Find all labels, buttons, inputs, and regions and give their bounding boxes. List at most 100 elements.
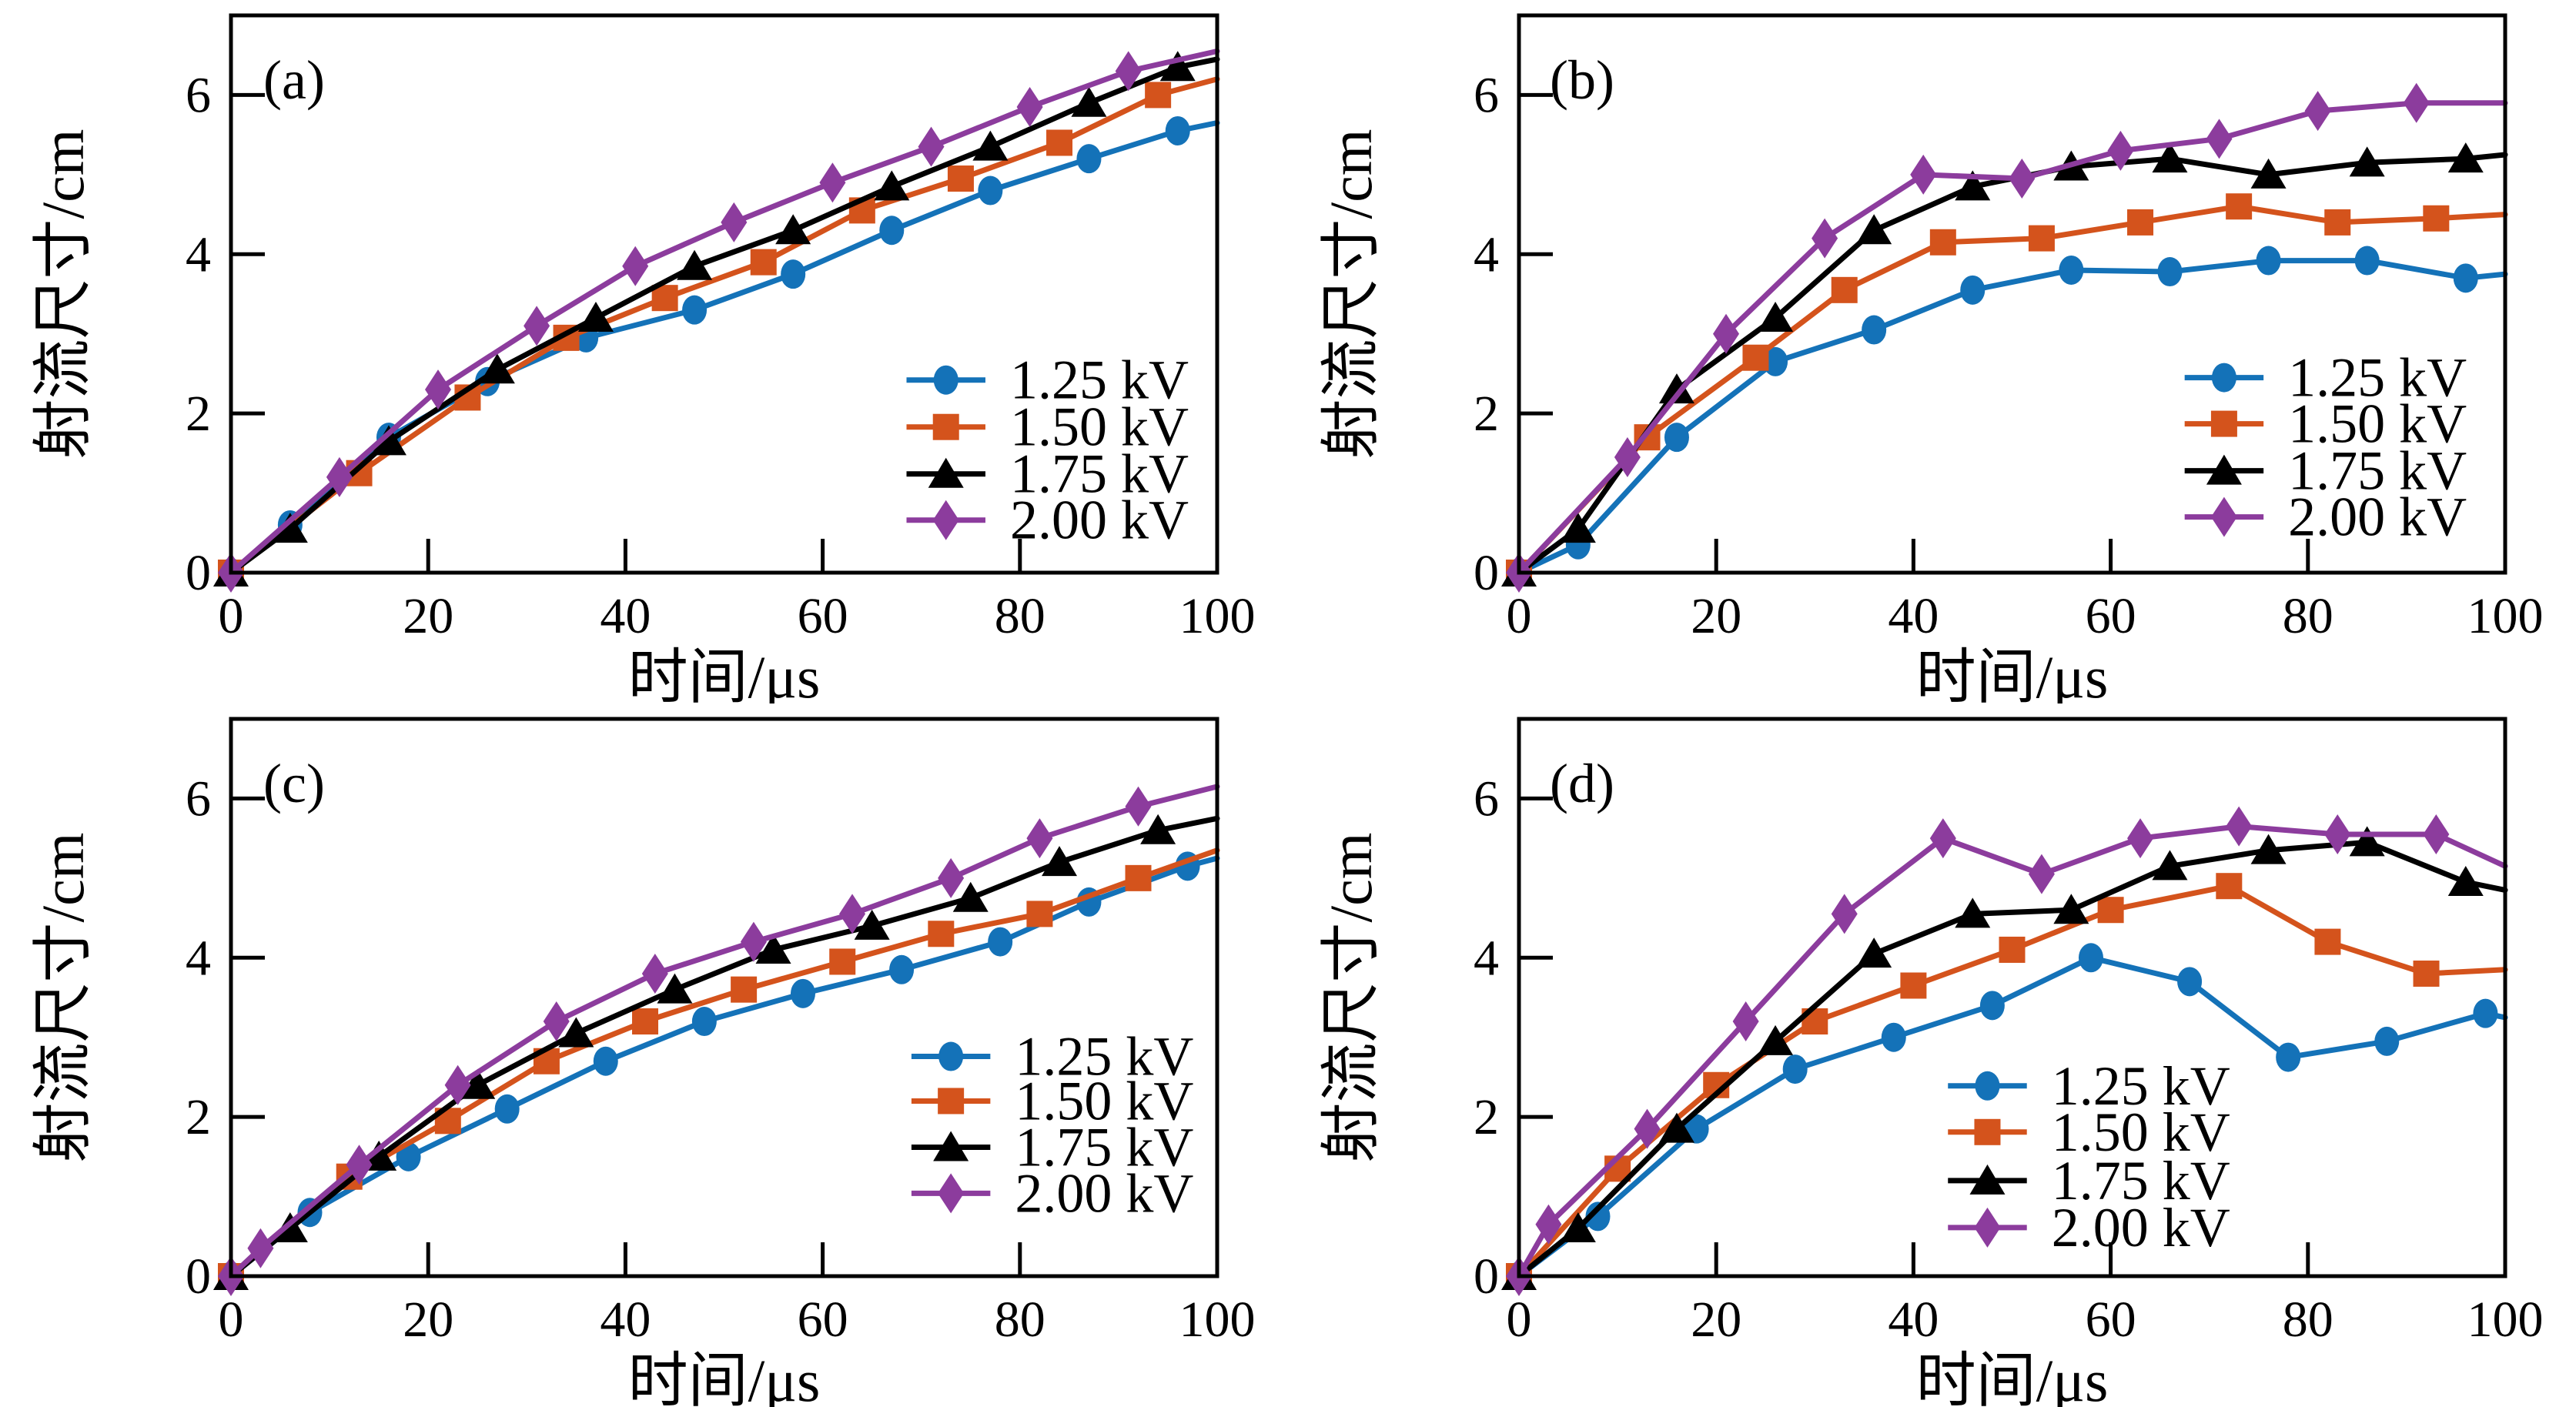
x-tick-label: 60 bbox=[798, 1292, 848, 1348]
diamond-marker bbox=[1115, 51, 1142, 92]
series-2-00-kv bbox=[1506, 82, 2508, 593]
circle-marker bbox=[978, 175, 1003, 206]
y-tick-label: 2 bbox=[1474, 386, 1499, 442]
diamond-marker bbox=[543, 1001, 570, 1042]
triangle-marker bbox=[370, 425, 406, 456]
legend: 1.25 kV1.50 kV1.75 kV2.00 kV bbox=[1948, 1055, 2230, 1258]
x-tick-label: 20 bbox=[1691, 588, 1741, 644]
panel-tag: (d) bbox=[1550, 753, 1614, 814]
y-tick-label: 2 bbox=[1474, 1089, 1499, 1145]
circle-marker bbox=[1585, 1201, 1611, 1232]
triangle-marker bbox=[854, 909, 890, 940]
diamond-marker bbox=[721, 202, 748, 242]
series-1-75-kv bbox=[213, 814, 1220, 1290]
triangle-marker bbox=[2053, 894, 2089, 924]
circle-marker bbox=[2473, 998, 2498, 1028]
y-tick-label: 6 bbox=[1474, 770, 1499, 827]
square-marker bbox=[2423, 205, 2450, 232]
triangle-marker bbox=[933, 1131, 969, 1161]
square-marker bbox=[1046, 129, 1073, 156]
legend-label: 1.25 kV bbox=[1010, 349, 1189, 411]
y-tick-label: 4 bbox=[1474, 930, 1499, 986]
triangle-marker bbox=[1969, 1164, 2006, 1195]
triangle-marker bbox=[2349, 826, 2385, 857]
x-tick-label: 80 bbox=[995, 1292, 1045, 1348]
diamond-marker bbox=[1535, 1204, 1562, 1245]
y-tick-label: 2 bbox=[186, 386, 211, 442]
legend-label: 2.00 kV bbox=[2052, 1197, 2230, 1258]
triangle-marker bbox=[657, 973, 693, 1004]
triangle-marker bbox=[775, 214, 811, 245]
x-tick-label: 40 bbox=[1888, 588, 1939, 644]
square-marker bbox=[829, 948, 856, 975]
triangle-marker bbox=[1159, 51, 1196, 82]
circle-marker bbox=[2453, 263, 2478, 293]
y-tick-label: 2 bbox=[186, 1089, 211, 1145]
triangle-marker bbox=[677, 249, 713, 280]
circle-marker bbox=[1960, 275, 1986, 305]
square-marker bbox=[2028, 225, 2055, 252]
y-axis-title: 射流尺寸/cm bbox=[1317, 833, 1384, 1163]
diamond-marker bbox=[2028, 854, 2055, 894]
triangle-marker bbox=[2152, 850, 2188, 881]
diamond-marker bbox=[2403, 82, 2430, 123]
legend-label: 1.50 kV bbox=[1010, 396, 1189, 458]
circle-marker bbox=[988, 927, 1013, 957]
y-tick-label: 4 bbox=[186, 226, 211, 282]
square-marker bbox=[928, 921, 955, 947]
diamond-marker bbox=[932, 500, 959, 540]
legend-label: 2.00 kV bbox=[2288, 486, 2467, 548]
diamond-marker bbox=[524, 306, 550, 346]
diamond-marker bbox=[622, 246, 649, 286]
diamond-marker bbox=[740, 921, 767, 962]
diamond-marker bbox=[819, 162, 846, 203]
panel-b: 0 20 40 60 80 100 0 2 4 6 时间/μs 射流尺寸/cm 1.25 kV 1.50 … bbox=[1288, 0, 2576, 704]
square-marker bbox=[731, 976, 758, 1003]
triangle-marker bbox=[972, 130, 1009, 161]
circle-marker bbox=[2354, 246, 2380, 276]
legend-label: 1.50 kV bbox=[1015, 1070, 1193, 1131]
x-tick-label: 60 bbox=[798, 588, 848, 644]
triangle-marker bbox=[2447, 866, 2484, 897]
triangle-marker bbox=[272, 1211, 308, 1242]
square-marker bbox=[1026, 901, 1053, 927]
circle-marker bbox=[1979, 991, 2005, 1021]
circle-marker bbox=[2157, 257, 2183, 287]
circle-marker bbox=[2211, 363, 2236, 393]
triangle-marker bbox=[2349, 146, 2385, 177]
square-marker bbox=[2210, 410, 2237, 437]
legend-label: 1.75 kV bbox=[2288, 440, 2467, 502]
triangle-marker bbox=[460, 1068, 496, 1099]
square-marker bbox=[1125, 864, 1152, 891]
circle-marker bbox=[1165, 115, 1190, 145]
triangle-marker bbox=[952, 881, 989, 912]
y-tick-label: 4 bbox=[1474, 226, 1499, 282]
axis-ticks: 0 20 40 60 80 100 0 2 4 6 bbox=[1474, 67, 2544, 644]
triangle-marker bbox=[1658, 1112, 1694, 1143]
circle-marker bbox=[879, 216, 905, 246]
triangle-marker bbox=[2152, 142, 2188, 173]
y-tick-label: 0 bbox=[186, 545, 211, 601]
legend-label: 1.75 kV bbox=[1010, 443, 1189, 505]
legend-label: 1.25 kV bbox=[1015, 1026, 1193, 1088]
panel-d-chart: 0 20 40 60 80 100 0 2 4 6 时间/μs 射流尺寸/cm 1.25 kV1.50 … bbox=[1317, 717, 2544, 1407]
y-tick-label: 0 bbox=[1474, 1248, 1499, 1305]
legend: 1.25 kV1.50 kV1.75 kV2.00 kV bbox=[911, 1026, 1193, 1224]
circle-marker bbox=[682, 295, 708, 325]
square-marker bbox=[2413, 960, 2440, 987]
square-marker bbox=[2226, 193, 2253, 220]
square-marker bbox=[750, 249, 777, 276]
panel-b-chart: 0 20 40 60 80 100 0 2 4 6 时间/μs 射流尺寸/cm 1.25 kV1.50 … bbox=[1317, 13, 2544, 704]
triangle-marker bbox=[1042, 846, 1078, 877]
legend-label: 1.25 kV bbox=[2288, 347, 2467, 409]
y-tick-label: 0 bbox=[1474, 545, 1499, 601]
diamond-marker bbox=[2210, 496, 2237, 537]
triangle-marker bbox=[1856, 214, 1892, 245]
circle-marker bbox=[781, 259, 806, 289]
panel-tag: (a) bbox=[263, 49, 325, 111]
x-tick-label: 100 bbox=[1179, 588, 1256, 644]
legend-label: 1.75 kV bbox=[2052, 1150, 2230, 1211]
circle-marker bbox=[2078, 943, 2103, 973]
square-marker bbox=[932, 413, 959, 440]
diamond-marker bbox=[1713, 313, 1740, 354]
